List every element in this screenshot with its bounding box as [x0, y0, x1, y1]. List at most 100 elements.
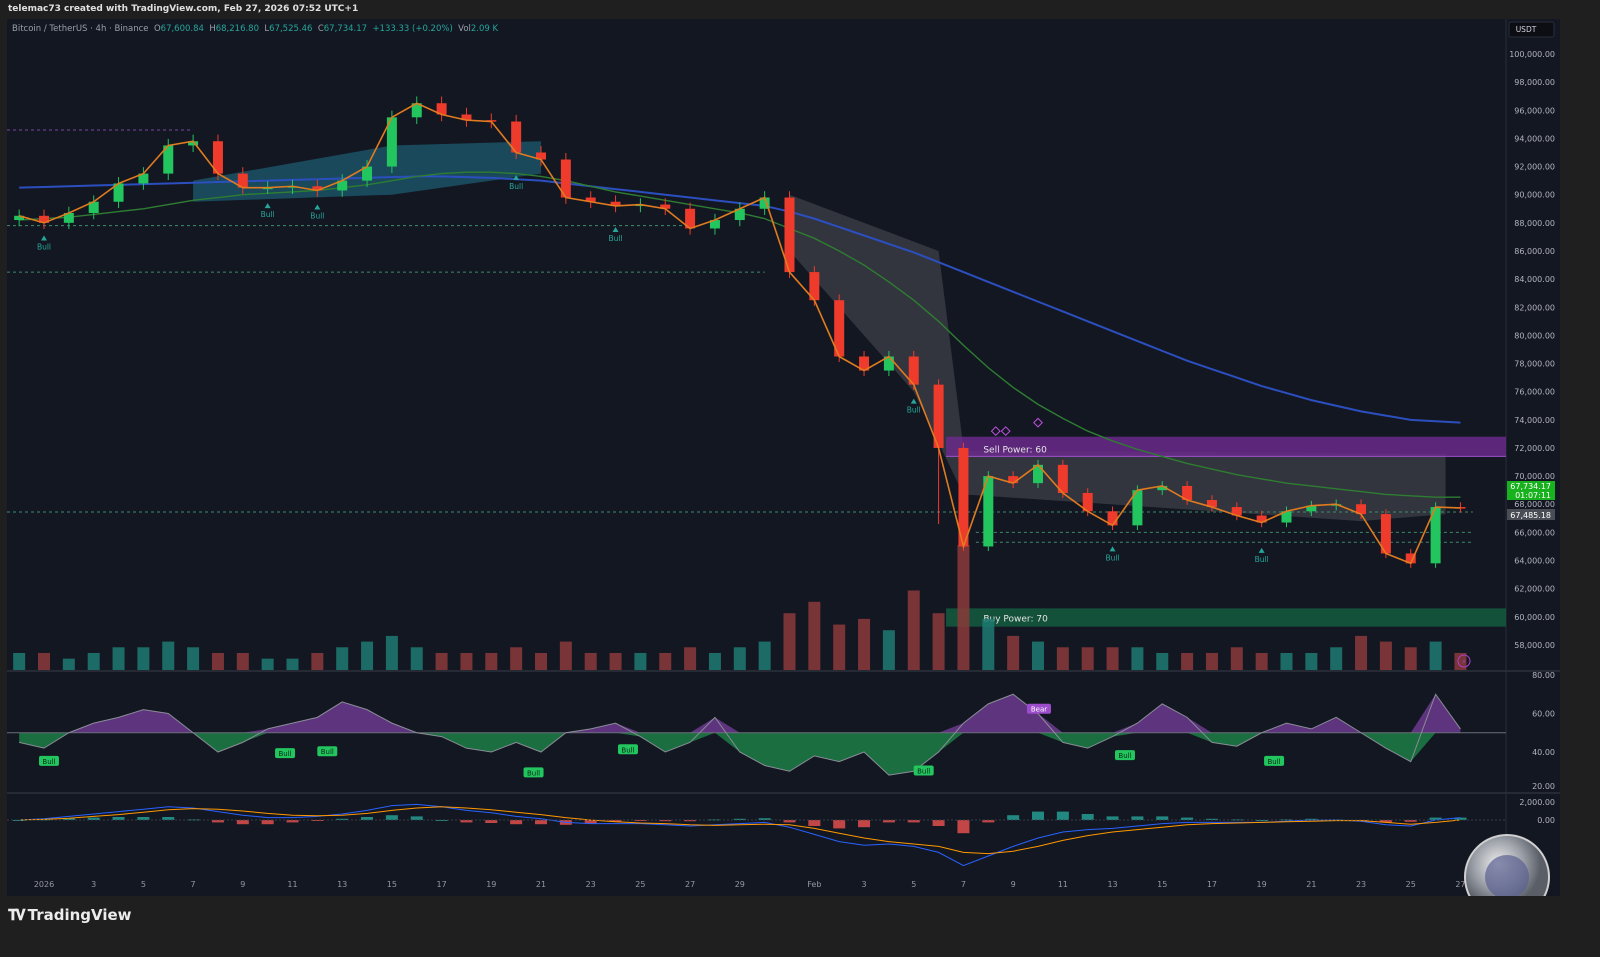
candle-body[interactable]	[1430, 507, 1441, 564]
price-tick-label: 84,000.00	[1514, 275, 1555, 284]
volume-bar	[733, 647, 746, 670]
time-tick-label: 23	[1356, 880, 1366, 889]
candle-body[interactable]	[237, 173, 248, 188]
candle-body[interactable]	[1082, 492, 1093, 512]
candle-body[interactable]	[983, 476, 994, 547]
macd-histogram-bar	[783, 820, 796, 823]
chart-credit: telemac73 created with TradingView.com, …	[0, 0, 1600, 18]
candle-body[interactable]	[312, 186, 323, 191]
alert-lightning-icon[interactable]	[1457, 654, 1471, 668]
rsi-bull-badge	[1114, 750, 1135, 761]
candle-body[interactable]	[212, 141, 223, 174]
chart-area[interactable]: Sell Power: 60 Buy Power: 70 Bull Bull Bull B…	[7, 19, 1560, 896]
candle-body[interactable]	[734, 208, 745, 221]
candle-body[interactable]	[759, 197, 770, 209]
candle-body[interactable]	[1107, 511, 1118, 526]
price-tick-label: 78,000.00	[1514, 360, 1555, 369]
rsi-tick-label: 60.00	[1532, 710, 1555, 719]
macd-histogram-bar	[1404, 820, 1417, 822]
macd-histogram-bar	[1305, 818, 1318, 820]
price-tick-label: 86,000.00	[1514, 247, 1555, 256]
candle-body[interactable]	[1057, 464, 1068, 493]
candle-body[interactable]	[1356, 504, 1367, 515]
candle-body[interactable]	[859, 356, 870, 371]
candle-body[interactable]	[709, 220, 720, 229]
rsi-bull-badge	[38, 755, 59, 766]
candle-body[interactable]	[1405, 553, 1416, 564]
time-tick-label: 5	[141, 880, 146, 889]
sell-power-zone[interactable]	[946, 436, 1506, 457]
macd-histogram-bar	[510, 820, 523, 825]
time-tick-label: 9	[1011, 880, 1016, 889]
candle-body[interactable]	[958, 447, 969, 547]
time-tick-label: 2026	[34, 880, 54, 889]
volume-bar	[907, 590, 920, 670]
candle-body[interactable]	[660, 204, 671, 209]
candle-body[interactable]	[88, 201, 99, 213]
candle-body[interactable]	[784, 197, 795, 273]
candle-body[interactable]	[1033, 464, 1043, 484]
macd-histogram-bar	[1454, 817, 1467, 820]
macd-histogram-bar	[758, 818, 771, 820]
price-chart[interactable]: Sell Power: 60 Buy Power: 70 Bull Bull Bull B…	[7, 19, 1560, 896]
candle-body[interactable]	[1157, 485, 1168, 491]
bull-label: Bull	[609, 234, 623, 243]
candle-body[interactable]	[883, 356, 894, 371]
volume-bar	[1032, 641, 1044, 670]
currency-label: USDT	[1516, 25, 1537, 34]
candle-body[interactable]	[1132, 490, 1143, 526]
candle-body[interactable]	[511, 121, 522, 153]
candle-body[interactable]	[436, 103, 447, 115]
macd-histogram-bar	[1131, 816, 1144, 820]
candle-body[interactable]	[39, 215, 49, 223]
price-tick-label: 58,000.00	[1514, 641, 1555, 650]
candle-body[interactable]	[1231, 507, 1242, 516]
candle-body[interactable]	[1256, 515, 1267, 523]
volume-bar	[1355, 635, 1368, 670]
candle-body[interactable]	[685, 208, 696, 229]
candle-body[interactable]	[1182, 485, 1193, 501]
candle-body[interactable]	[362, 166, 373, 181]
bear-signal-icon	[1033, 417, 1043, 428]
time-tick-label: 25	[1406, 880, 1416, 889]
candle-body[interactable]	[14, 215, 25, 221]
macd-histogram-bar	[137, 817, 150, 820]
macd-tick-label: 0.00	[1537, 816, 1555, 825]
candle-body[interactable]	[536, 152, 546, 160]
candle-body[interactable]	[163, 145, 174, 174]
rsi-bull-badge	[317, 746, 338, 757]
candle-body[interactable]	[1206, 500, 1217, 508]
brand-name: TradingView	[27, 906, 132, 924]
bull-arrow-icon	[314, 204, 321, 210]
candle-body[interactable]	[337, 180, 348, 191]
candle-body[interactable]	[1008, 476, 1019, 484]
candle-body[interactable]	[113, 183, 124, 202]
candle-body[interactable]	[461, 114, 472, 121]
macd-histogram-bar	[684, 820, 697, 822]
macd-histogram-bar	[1156, 816, 1169, 820]
price-tick-label: 100,000.00	[1509, 50, 1555, 59]
candle-body[interactable]	[933, 384, 944, 448]
macd-histogram-bar	[361, 817, 374, 820]
price-tick-label: 74,000.00	[1514, 416, 1555, 425]
bull-arrow-icon	[41, 235, 47, 241]
tradingview-logo[interactable]: 𝐓𝐕 TradingView	[8, 906, 132, 924]
bull-arrow-icon	[612, 227, 619, 233]
candle-body[interactable]	[1380, 514, 1391, 554]
candle-body[interactable]	[1306, 505, 1317, 512]
candle-body[interactable]	[560, 159, 571, 198]
candle-body[interactable]	[188, 141, 199, 146]
candle-body[interactable]	[834, 300, 845, 357]
candle-body[interactable]	[63, 212, 74, 223]
candle-body[interactable]	[138, 173, 149, 184]
candle-body[interactable]	[809, 272, 820, 301]
candle-body[interactable]	[1281, 511, 1292, 523]
buy-power-zone[interactable]	[946, 608, 1506, 627]
candle-body[interactable]	[411, 103, 422, 118]
candle-body[interactable]	[908, 356, 919, 385]
candle-body[interactable]	[610, 201, 621, 206]
currency-button[interactable]	[1508, 21, 1555, 38]
candle-body[interactable]	[585, 197, 596, 202]
secondary-price-label: 67,485.18	[1510, 511, 1551, 520]
candle-body[interactable]	[386, 117, 397, 167]
